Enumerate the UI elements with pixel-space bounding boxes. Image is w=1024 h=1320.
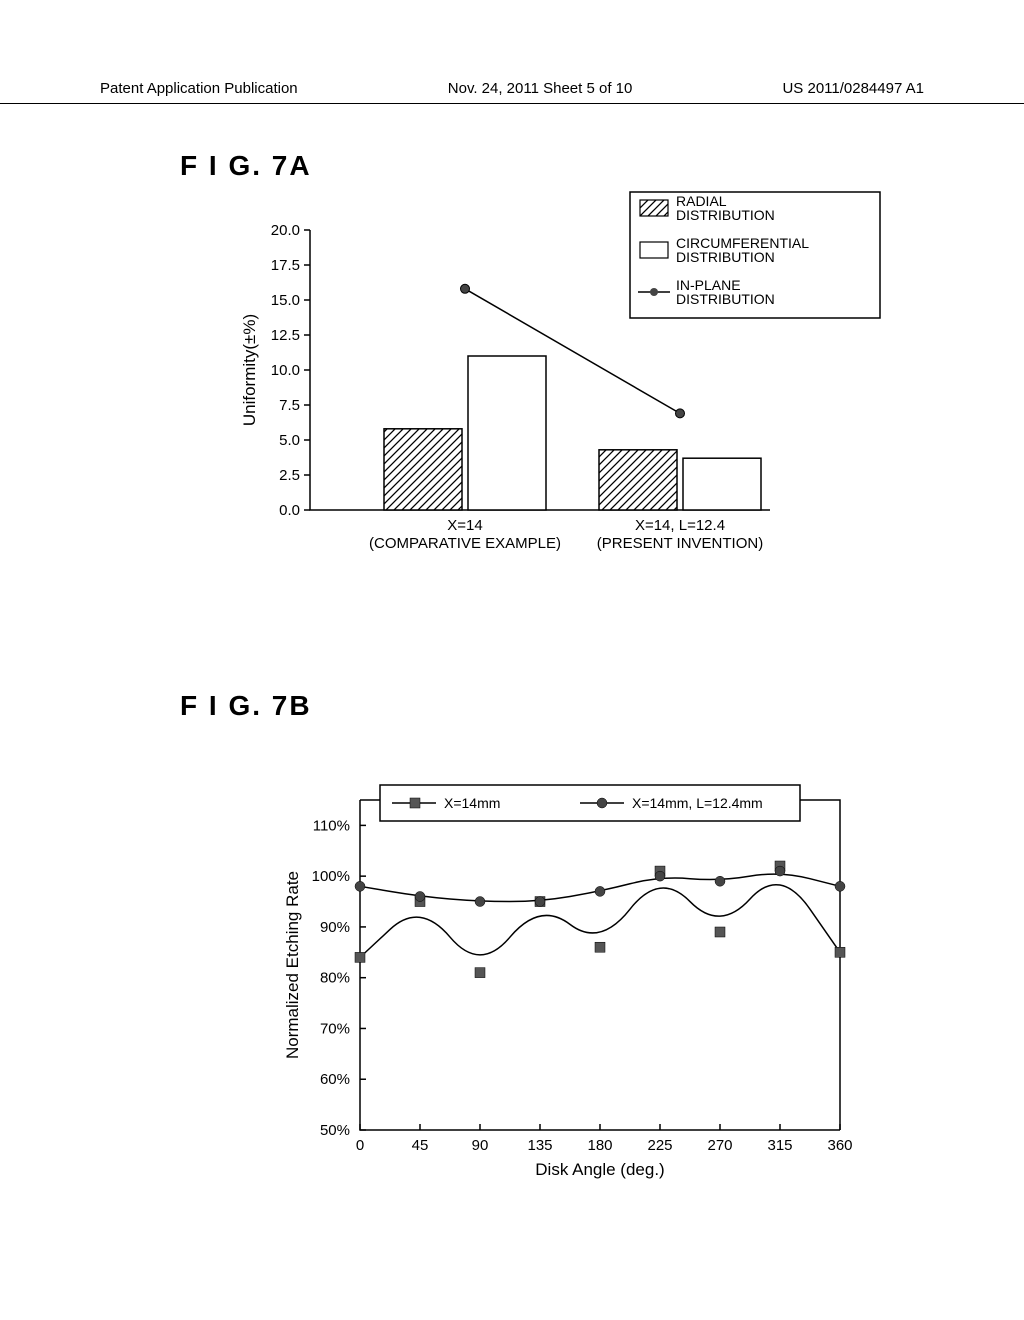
fig7a-bar-radial <box>384 429 462 510</box>
fig7b-marker-square <box>715 927 725 937</box>
fig7b-marker-circle <box>535 897 545 907</box>
fig7b-ylabel: Normalized Etching Rate <box>283 871 302 1059</box>
fig7b-xtick: 360 <box>827 1137 852 1154</box>
fig7b-xtick: 270 <box>707 1137 732 1154</box>
fig7b-ytick: 110% <box>313 817 350 834</box>
fig7b-xtick: 315 <box>767 1137 792 1154</box>
fig7a-ytick: 2.5 <box>279 467 300 484</box>
fig7b-ytick: 80% <box>320 970 350 987</box>
fig7a-bar-circumferential <box>683 458 761 510</box>
fig7a-marker-inplane <box>676 409 685 418</box>
dot-swatch-icon <box>650 288 658 296</box>
fig7b-xtick: 225 <box>647 1137 672 1154</box>
fig7a-ytick: 10.0 <box>271 362 300 379</box>
fig7a-category-line2: (COMPARATIVE EXAMPLE) <box>369 535 561 552</box>
fig7b-marker-square <box>475 968 485 978</box>
fig7b-xlabel: Disk Angle (deg.) <box>535 1160 664 1179</box>
fig7b-marker-square <box>355 952 365 962</box>
open-swatch-icon <box>640 242 668 258</box>
fig7b-marker-square <box>595 942 605 952</box>
header-right: US 2011/0284497 A1 <box>782 80 924 97</box>
fig7b-legend-a: X=14mm <box>444 795 500 811</box>
fig7b-ytick: 100% <box>312 868 350 885</box>
fig7b-ytick: 50% <box>320 1122 350 1139</box>
fig7b-ytick: 60% <box>320 1071 350 1088</box>
fig7a-chart: 0.0 2.5 5.0 7.5 10.0 12.5 15.0 17.5 20.0 Uniformi… <box>230 210 910 570</box>
page-header: Patent Application Publication Nov. 24, … <box>0 80 1024 104</box>
fig7b-xtick: 180 <box>587 1137 612 1154</box>
fig7b-marker-circle <box>835 881 845 891</box>
fig7a-ytick: 12.5 <box>271 327 300 344</box>
hatch-swatch-icon <box>640 200 668 216</box>
fig7b-chart: 0 45 90 135 180 225 270 315 360 50% 60% 70% 80% 90% 10… <box>260 760 890 1190</box>
fig7b-marker-circle <box>715 876 725 886</box>
fig7a-category-line1: X=14 <box>447 517 482 534</box>
fig7b-xtick: 0 <box>356 1137 364 1154</box>
fig7b-marker-circle <box>775 866 785 876</box>
fig7a-bar-circumferential <box>468 356 546 510</box>
fig7a-ytick: 17.5 <box>271 257 300 274</box>
header-center: Nov. 24, 2011 Sheet 5 of 10 <box>448 80 633 97</box>
fig7a-ytick: 20.0 <box>271 222 300 239</box>
fig7b-marker-circle <box>655 871 665 881</box>
fig7b-marker-circle <box>475 897 485 907</box>
circle-swatch-icon <box>597 798 607 808</box>
header-left: Patent Application Publication <box>100 80 298 97</box>
fig7b-ytick: 70% <box>320 1020 350 1037</box>
fig7b-marker-circle <box>595 886 605 896</box>
fig7b-ytick: 90% <box>320 919 350 936</box>
fig7a-label: F I G. 7A <box>180 150 312 182</box>
fig7a-category-line1: X=14, L=12.4 <box>635 517 725 534</box>
fig7b-marker-circle <box>415 891 425 901</box>
fig7a-marker-inplane <box>461 284 470 293</box>
fig7b-xtick: 90 <box>472 1137 489 1154</box>
fig7b-xtick: 135 <box>527 1137 552 1154</box>
fig7b-marker-square <box>835 947 845 957</box>
fig7a-ytick: 7.5 <box>279 397 300 414</box>
fig7a-ytick: 0.0 <box>279 502 300 519</box>
fig7a-ytick: 15.0 <box>271 292 300 309</box>
fig7a-category-line2: (PRESENT INVENTION) <box>597 535 763 552</box>
fig7b-marker-circle <box>355 881 365 891</box>
fig7b-legend-b: X=14mm, L=12.4mm <box>632 795 763 811</box>
fig7b-xtick: 45 <box>412 1137 429 1154</box>
square-swatch-icon <box>410 798 420 808</box>
fig7a-bar-radial <box>599 450 677 510</box>
fig7a-ytick: 5.0 <box>279 432 300 449</box>
fig7b-label: F I G. 7B <box>180 690 312 722</box>
fig7a-ylabel: Uniformity(±%) <box>240 314 259 426</box>
